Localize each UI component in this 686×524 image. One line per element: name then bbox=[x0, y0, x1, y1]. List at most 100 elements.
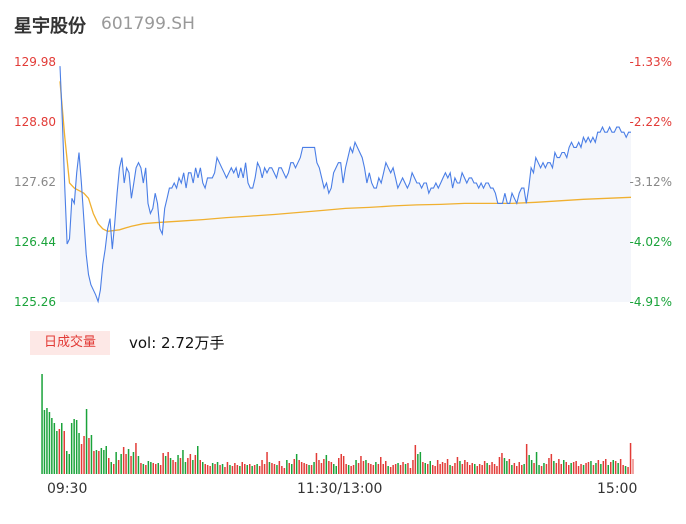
volume-bar bbox=[481, 465, 483, 474]
volume-bar bbox=[595, 463, 597, 474]
volume-bar bbox=[261, 460, 263, 474]
volume-bar bbox=[241, 462, 243, 474]
x-tick-open: 09:30 bbox=[47, 481, 88, 497]
y-right-tick: -3.12% bbox=[629, 175, 672, 189]
volume-bar bbox=[600, 464, 602, 474]
volume-bar bbox=[610, 462, 612, 474]
volume-bar bbox=[204, 464, 206, 474]
volume-bar bbox=[219, 465, 221, 474]
volume-bar bbox=[182, 450, 184, 474]
volume-bar bbox=[68, 454, 70, 474]
volume-bar bbox=[451, 466, 454, 474]
volume-bar bbox=[449, 465, 451, 474]
volume-bar bbox=[419, 452, 422, 474]
volume-bar bbox=[370, 464, 372, 474]
volume-bar bbox=[402, 462, 404, 474]
volume-bar bbox=[397, 463, 399, 474]
volume-bar bbox=[382, 464, 384, 474]
volume-bar bbox=[224, 467, 226, 474]
volume-bar bbox=[622, 465, 624, 474]
volume-bar bbox=[187, 458, 189, 474]
volume-bar bbox=[177, 455, 179, 474]
volume-bar bbox=[303, 463, 305, 474]
volume-bar bbox=[491, 462, 493, 474]
volume-bar bbox=[234, 463, 236, 474]
volume-bar bbox=[298, 460, 300, 474]
volume-bar bbox=[466, 462, 469, 474]
volume-bar bbox=[194, 455, 197, 474]
volume-bar bbox=[206, 465, 209, 474]
volume-bar bbox=[461, 464, 464, 474]
volume-bar bbox=[310, 465, 313, 474]
volume-bar bbox=[43, 410, 46, 474]
average-price-line bbox=[59, 81, 632, 232]
volume-bar bbox=[51, 418, 53, 474]
volume-bar bbox=[202, 462, 204, 474]
volume-bar bbox=[439, 464, 441, 474]
volume-bar bbox=[570, 463, 572, 474]
y-left-tick: 127.62 bbox=[14, 175, 56, 189]
volume-bar bbox=[629, 443, 632, 474]
volume-bar bbox=[110, 462, 112, 474]
volume-bar bbox=[345, 464, 347, 474]
volume-bar bbox=[192, 460, 194, 474]
volume-bar bbox=[483, 461, 486, 474]
volume-bar bbox=[132, 452, 135, 474]
volume-bar bbox=[167, 452, 169, 474]
volume-bar bbox=[78, 433, 80, 474]
volume-bar bbox=[291, 464, 293, 474]
volume-bar bbox=[342, 456, 345, 474]
volume-bar bbox=[392, 465, 394, 474]
volume-bar bbox=[115, 452, 117, 474]
y-right-tick: -1.33% bbox=[629, 55, 672, 69]
volume-bar bbox=[525, 444, 528, 474]
volume-bar bbox=[577, 466, 580, 474]
daily-volume-tag[interactable]: 日成交量 bbox=[30, 331, 110, 355]
volume-bar bbox=[130, 456, 132, 474]
volume-bar bbox=[263, 464, 266, 474]
volume-bar bbox=[530, 460, 533, 474]
volume-bar bbox=[560, 464, 562, 474]
volume-bar bbox=[48, 412, 51, 474]
volume-bar bbox=[75, 420, 78, 474]
volume-bar bbox=[548, 458, 550, 474]
volume-bar bbox=[271, 463, 273, 474]
volume-bar bbox=[508, 459, 511, 474]
volume-bar bbox=[355, 460, 357, 474]
volume-bar bbox=[239, 466, 241, 474]
volume-bar bbox=[441, 462, 444, 474]
volume-bar bbox=[385, 461, 387, 474]
volume-bar bbox=[150, 462, 152, 474]
volume-bar bbox=[105, 446, 107, 474]
volume-bar bbox=[362, 461, 365, 474]
volume-bar bbox=[360, 456, 362, 474]
volume-bar bbox=[172, 460, 174, 474]
volume-bar bbox=[518, 462, 520, 474]
volume-bar bbox=[617, 463, 619, 474]
volume-bar bbox=[488, 465, 491, 474]
volume-bar bbox=[607, 465, 609, 474]
volume-bar bbox=[325, 455, 328, 474]
volume-bar bbox=[323, 459, 325, 474]
volume-bar-last bbox=[632, 459, 634, 474]
volume-bar bbox=[389, 467, 392, 474]
volume-bar bbox=[214, 464, 216, 474]
volume-bar bbox=[179, 458, 182, 474]
price-line bbox=[59, 66, 631, 304]
volume-bar bbox=[283, 468, 286, 474]
volume-bar bbox=[407, 463, 409, 474]
volume-bar bbox=[454, 463, 456, 474]
volume-bar bbox=[521, 465, 523, 474]
volume-bar bbox=[523, 464, 525, 474]
volume-bar bbox=[286, 460, 288, 474]
volume-bar bbox=[619, 459, 622, 474]
y-left-tick: 125.26 bbox=[14, 295, 56, 309]
volume-bar bbox=[127, 449, 130, 474]
volume-bar bbox=[164, 456, 167, 474]
volume-bar bbox=[56, 431, 58, 474]
volume-bar bbox=[70, 423, 73, 474]
volume-bar bbox=[46, 408, 48, 474]
volume-bar bbox=[367, 463, 370, 474]
volume-bar bbox=[145, 465, 147, 474]
